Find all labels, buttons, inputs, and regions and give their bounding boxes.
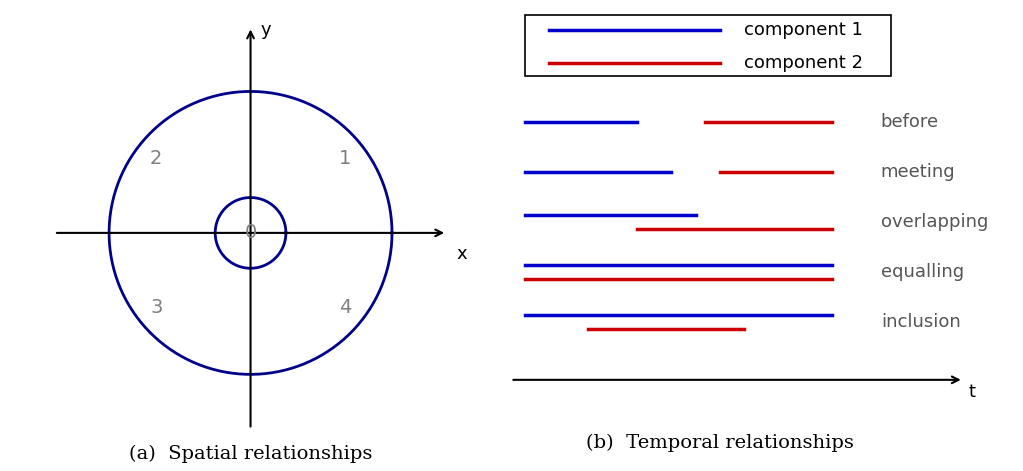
Text: overlapping: overlapping: [881, 213, 988, 231]
Text: component 1: component 1: [745, 21, 863, 39]
Text: x: x: [457, 245, 468, 263]
Text: 4: 4: [339, 298, 351, 317]
Text: before: before: [881, 113, 939, 131]
Text: inclusion: inclusion: [881, 313, 961, 331]
Text: 2: 2: [150, 149, 163, 168]
Text: 0: 0: [244, 223, 257, 243]
Text: component 2: component 2: [745, 54, 863, 72]
Text: equalling: equalling: [881, 263, 964, 281]
Text: (b)  Temporal relationships: (b) Temporal relationships: [586, 434, 854, 452]
Text: y: y: [261, 21, 271, 39]
Text: 3: 3: [150, 298, 163, 317]
Text: 1: 1: [339, 149, 351, 168]
Text: meeting: meeting: [881, 163, 955, 181]
FancyBboxPatch shape: [525, 15, 891, 76]
Text: t: t: [969, 383, 976, 401]
Text: (a)  Spatial relationships: (a) Spatial relationships: [129, 445, 372, 463]
